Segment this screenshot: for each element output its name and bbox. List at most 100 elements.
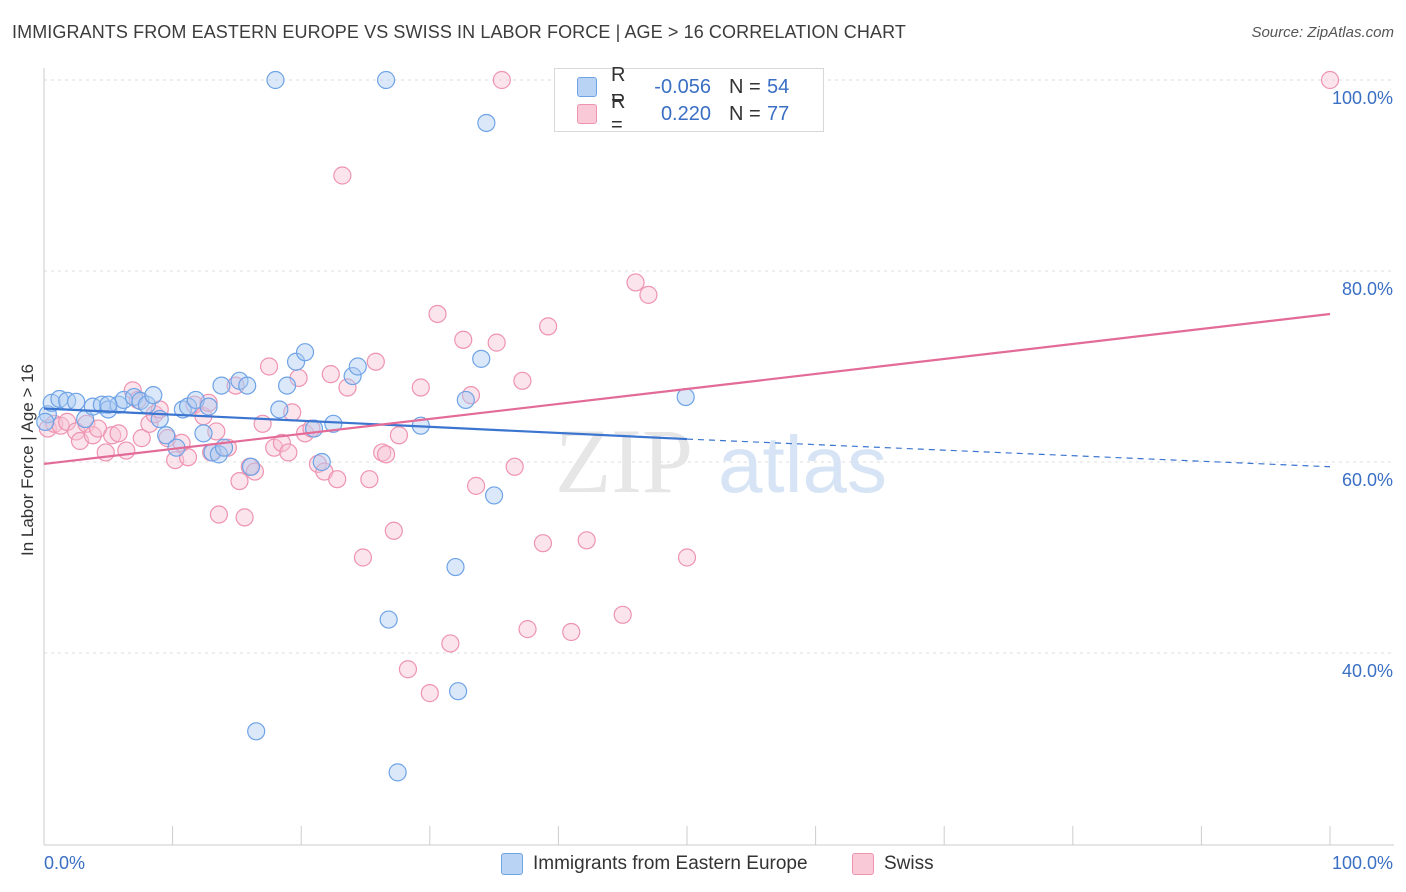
data-point <box>173 400 192 419</box>
legend-swatch-blue <box>577 77 597 97</box>
data-point <box>353 548 373 567</box>
legend-row-eastern-europe: R = -0.056 N = 54 <box>577 64 789 109</box>
x-tick-label-right: 100.0% <box>1332 853 1393 873</box>
data-point <box>376 445 396 464</box>
data-point <box>420 684 439 703</box>
data-point <box>279 443 298 462</box>
data-point <box>132 429 151 448</box>
data-point <box>238 376 257 395</box>
data-point <box>272 433 292 452</box>
data-point <box>343 366 362 386</box>
data-point <box>194 424 213 443</box>
legend-swatch-pink <box>577 104 597 124</box>
data-point <box>144 386 163 405</box>
data-point <box>466 476 486 495</box>
data-point <box>577 531 596 550</box>
data-point <box>376 70 396 90</box>
legend-r-label: R = <box>611 91 626 136</box>
data-point <box>448 682 468 701</box>
data-point <box>562 622 581 642</box>
gridlines <box>44 79 1394 654</box>
y-tick-label: 60.0% <box>1342 470 1393 490</box>
data-point <box>312 452 331 472</box>
data-point <box>441 634 460 653</box>
series-eastern-europe <box>36 70 695 782</box>
data-point <box>333 166 352 185</box>
data-point <box>411 378 430 397</box>
data-point <box>295 343 315 362</box>
legend-r-value: 0.220 <box>660 102 711 125</box>
data-point <box>676 387 695 407</box>
data-point <box>487 333 506 352</box>
data-point <box>626 273 645 292</box>
bottom-legend-eastern-europe: Immigrants from Eastern Europe <box>501 852 808 876</box>
source-attribution: Source: ZipAtlas.com <box>1251 24 1394 41</box>
data-point <box>505 457 524 476</box>
data-point <box>384 521 403 540</box>
trend-lines <box>43 312 1331 468</box>
watermark-atlas: atlas <box>718 420 887 509</box>
trend-line-eastern-europe-extension <box>686 438 1331 468</box>
chart-title: IMMIGRANTS FROM EASTERN EUROPE VS SWISS … <box>12 22 906 42</box>
data-point <box>477 113 496 133</box>
data-point <box>247 722 266 741</box>
data-point <box>388 763 407 782</box>
data-point <box>140 414 159 433</box>
data-point <box>379 610 398 629</box>
data-point <box>67 392 86 411</box>
y-tick-label: 80.0% <box>1342 279 1393 299</box>
data-point <box>109 424 128 443</box>
data-point <box>539 317 558 336</box>
y-tick-label: 100.0% <box>1332 88 1393 108</box>
data-point <box>485 486 504 505</box>
data-point <box>1320 70 1340 90</box>
x-tick-label-left: 0.0% <box>44 853 85 873</box>
data-point <box>99 395 118 414</box>
legend-n-value: 77 <box>767 102 790 125</box>
data-point <box>36 412 55 431</box>
data-point <box>259 357 279 376</box>
data-point <box>209 505 228 524</box>
bottom-legend-swatch-pink <box>852 853 874 875</box>
data-point <box>677 548 697 567</box>
data-point <box>428 304 447 324</box>
data-point <box>212 376 231 395</box>
y-tick-labels: 100.0% 80.0% 60.0% 40.0% <box>1332 88 1393 681</box>
data-point <box>270 400 289 419</box>
data-point <box>321 365 340 384</box>
data-point <box>454 330 473 349</box>
data-point <box>513 371 532 390</box>
legend-n-label: N = <box>729 75 761 98</box>
correlation-legend: R = -0.056 N = 54 R = 0.220 N = 77 <box>554 64 824 136</box>
data-point <box>157 426 176 445</box>
data-point <box>389 426 409 445</box>
trend-line-eastern-europe <box>43 407 688 441</box>
data-point <box>266 70 285 90</box>
legend-r-label: R = <box>611 64 626 109</box>
data-point <box>235 508 254 527</box>
bottom-legend-label: Immigrants from Eastern Europe <box>533 853 808 874</box>
data-point <box>360 470 379 489</box>
watermark-zip: ZIP <box>555 410 693 512</box>
data-point <box>446 557 465 577</box>
data-point <box>117 441 136 460</box>
data-point <box>348 357 367 376</box>
data-point <box>230 472 249 491</box>
data-point <box>398 660 418 679</box>
data-point <box>338 378 357 397</box>
axes <box>43 68 1394 846</box>
legend-row-swiss: R = 0.220 N = 77 <box>577 91 790 136</box>
data-point <box>199 397 218 416</box>
data-point <box>613 605 632 624</box>
data-point <box>456 390 475 410</box>
data-point <box>241 457 261 476</box>
data-point <box>639 285 658 304</box>
y-tick-label: 40.0% <box>1342 661 1393 681</box>
data-point <box>518 620 537 639</box>
data-point <box>492 70 511 90</box>
bottom-legend-label: Swiss <box>884 853 934 874</box>
bottom-legend-swatch-blue <box>501 853 523 875</box>
data-point <box>99 400 118 419</box>
data-point <box>366 352 385 371</box>
